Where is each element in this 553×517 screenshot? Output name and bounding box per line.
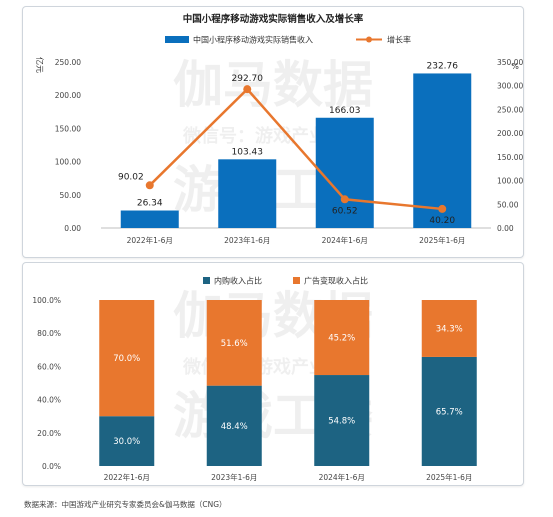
growth-point (243, 85, 252, 94)
growth-point-label: 90.02 (118, 172, 144, 182)
y-right-tick-label: 150.00 (497, 153, 523, 162)
legend-b-swatch (293, 277, 300, 284)
chart-title: 中国小程序移动游戏实际销售收入及增长率 (183, 13, 364, 25)
x-tick-label: 2023年1-6月 (224, 235, 270, 245)
plot-area: 0.00 50.00 100.00 150.00 200.00 250.00 0.00 50.… (55, 58, 524, 245)
y-right-tick-label: 300.00 (497, 82, 523, 91)
revenue-bar-label: 103.43 (232, 147, 264, 157)
legend-line-marker (366, 36, 372, 43)
source-note: 数据来源：中国游戏产业研究专家委员会&伽马数据（CNG） (24, 500, 227, 509)
revenue-bar-label: 232.76 (427, 61, 459, 71)
growth-point (438, 204, 447, 213)
y-right-tick-label: 0.00 (497, 224, 514, 233)
ad-share-bar (206, 300, 262, 386)
in-app-share-label: 30.0% (113, 437, 140, 447)
ad-share-label: 45.2% (328, 334, 355, 344)
y-tick-label: 60.0% (37, 362, 61, 371)
y-tick-label: 40.0% (37, 396, 61, 405)
x-tick-label: 2022年1-6月 (104, 472, 150, 482)
y-tick-label: 100.0% (32, 296, 61, 305)
legend: 内购收入占比 广告变现收入占比 (203, 276, 368, 286)
growth-point-label: 292.70 (232, 74, 264, 84)
in-app-share-label: 54.8% (328, 417, 355, 427)
y-tick-label: 0.0% (42, 462, 61, 471)
in-app-share-bar (314, 375, 370, 466)
legend-bar-label: 中国小程序移动游戏实际销售收入 (193, 35, 313, 45)
plot-area: 0.0% 20.0% 40.0% 60.0% 80.0% 100.0% 30.0% 70.0%… (32, 296, 477, 482)
legend-line-label: 增长率 (387, 35, 411, 45)
in-app-share-bar (99, 416, 155, 466)
y-left-tick-label: 100.00 (55, 158, 81, 167)
y-right-tick-label: 50.00 (497, 200, 519, 209)
y-left-tick-label: 0.00 (64, 224, 81, 233)
x-tick-label: 2023年1-6月 (211, 472, 257, 482)
y-right-tick-label: 100.00 (497, 177, 523, 186)
legend-a-label: 内购收入占比 (214, 276, 262, 286)
growth-point (340, 195, 349, 204)
legend-a-swatch (203, 277, 210, 284)
growth-point-label: 60.52 (332, 206, 358, 216)
x-tick-label: 2025年1-6月 (419, 235, 465, 245)
ad-share-bar (314, 300, 370, 376)
revenue-bar-label: 26.34 (137, 199, 163, 209)
legend: 中国小程序移动游戏实际销售收入 增长率 (165, 35, 411, 45)
y-right-tick-label: 350.00 (497, 58, 523, 67)
y-left-tick-label: 200.00 (55, 91, 81, 100)
x-tick-label: 2024年1-6月 (319, 472, 365, 482)
in-app-share-bar (421, 356, 477, 466)
y-tick-label: 20.0% (37, 429, 61, 438)
revenue-bar (218, 159, 277, 228)
y-left-unit: 亿元 (35, 57, 45, 73)
in-app-share-label: 48.4% (221, 422, 248, 432)
x-tick-label: 2024年1-6月 (322, 235, 368, 245)
growth-line (148, 87, 443, 211)
y-right-unit: % (511, 62, 519, 71)
ad-share-label: 70.0% (113, 354, 140, 364)
revenue-bar (120, 210, 179, 228)
x-tick-label: 2022年1-6月 (127, 235, 173, 245)
share-chart: 伽马数据 微信号：游戏产业报告 游戏工委 内购收入占比 广告变现收入占比 0.0… (32, 276, 477, 482)
growth-point (145, 181, 154, 190)
revenue-chart: 伽马数据 微信号：游戏产业报告 游戏工委 中国小程序移动游戏实际销售收入及增长率… (35, 13, 524, 245)
ad-share-bar (421, 300, 477, 357)
y-right-tick-label: 250.00 (497, 105, 523, 114)
legend-bar-swatch (165, 36, 189, 43)
ad-share-label: 51.6% (221, 339, 248, 349)
share-chart-panel: 伽马数据 微信号：游戏产业报告 游戏工委 内购收入占比 广告变现收入占比 0.0… (22, 262, 524, 486)
in-app-share-label: 65.7% (436, 407, 463, 417)
revenue-bar-label: 166.03 (329, 106, 361, 116)
ad-share-bar (99, 300, 155, 417)
in-app-share-bar (206, 385, 262, 466)
revenue-bar (315, 117, 374, 228)
y-tick-label: 80.0% (37, 329, 61, 338)
y-left-tick-label: 50.00 (60, 191, 82, 200)
legend-b-label: 广告变现收入占比 (304, 276, 368, 286)
y-left-tick-label: 150.00 (55, 124, 81, 133)
growth-point-label: 40.20 (429, 216, 455, 226)
revenue-bar (413, 73, 472, 228)
y-left-tick-label: 250.00 (55, 58, 81, 67)
watermark-line1: 伽马数据 (173, 56, 373, 114)
ad-share-label: 34.3% (436, 324, 463, 334)
y-right-tick-label: 200.00 (497, 129, 523, 138)
x-tick-label: 2025年1-6月 (426, 472, 472, 482)
revenue-chart-panel: 伽马数据 微信号：游戏产业报告 游戏工委 中国小程序移动游戏实际销售收入及增长率… (22, 6, 524, 258)
